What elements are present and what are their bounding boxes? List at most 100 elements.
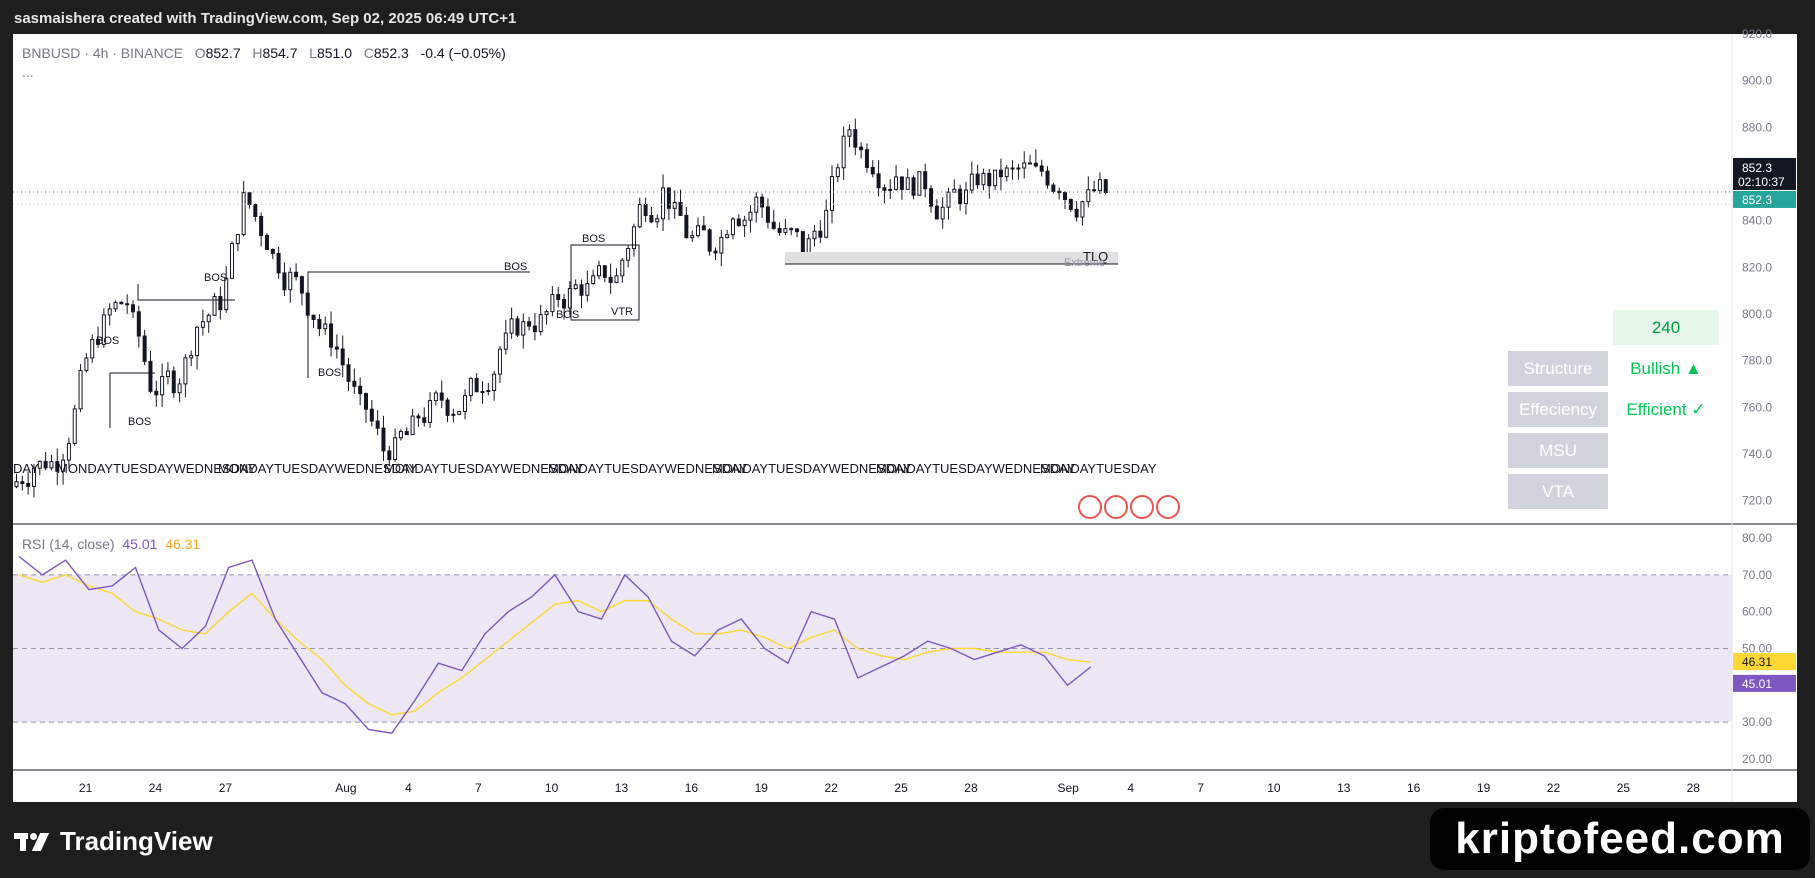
rsi-tick-label: 80.00 <box>1742 531 1772 545</box>
price-candle <box>742 215 747 238</box>
candle-body <box>736 218 741 227</box>
price-candle <box>235 234 240 252</box>
open-value: 852.7 <box>205 45 241 61</box>
candle-body <box>934 205 939 220</box>
candle-body <box>433 392 438 402</box>
candle-body <box>620 259 625 277</box>
price-candle <box>364 392 368 423</box>
candle-body <box>626 247 631 261</box>
more-indicator[interactable]: ... <box>22 64 34 80</box>
price-candle <box>701 215 706 231</box>
price-candle <box>113 300 118 313</box>
candle-body <box>323 323 328 330</box>
price-candle <box>591 269 596 285</box>
price-candle <box>824 199 829 239</box>
vtr-label: VTR <box>611 306 633 318</box>
panel-timeframe: 240 <box>1613 310 1719 345</box>
candle-body <box>463 395 468 412</box>
price-candle <box>544 309 549 325</box>
candle-body <box>876 173 881 189</box>
time-tick-label: 10 <box>1267 781 1281 795</box>
bos-label: BOS <box>204 272 227 284</box>
price-candle <box>806 234 811 256</box>
candle-body <box>859 146 864 151</box>
price-candle <box>946 187 951 220</box>
candle-body <box>364 393 368 410</box>
price-candle <box>270 248 275 260</box>
candle-body <box>90 339 95 359</box>
price-candle <box>247 192 252 209</box>
price-candle <box>1033 149 1038 168</box>
close-value: 852.3 <box>373 45 409 61</box>
extreme-label: Extreme <box>1064 257 1105 269</box>
candle-body <box>882 187 887 191</box>
candle-body <box>183 357 188 385</box>
price-candle <box>224 266 229 313</box>
candle-body <box>853 129 858 148</box>
candle-body <box>148 360 153 392</box>
price-candle <box>212 292 217 316</box>
candle-body <box>515 318 520 336</box>
price-candle <box>888 179 893 200</box>
tradingview-wordmark: TradingView <box>60 826 213 856</box>
candle-body <box>154 390 159 396</box>
price-candle <box>160 363 165 407</box>
time-tick-label: 28 <box>964 781 978 795</box>
price-candle <box>1016 163 1021 180</box>
candle-body <box>527 321 532 327</box>
candle-body <box>101 314 106 345</box>
time-tick-label: 7 <box>475 781 482 795</box>
price-candle <box>649 206 654 224</box>
weekday-label: MONDAYTUESDAYWEDNESDAY <box>218 461 418 476</box>
price-candle <box>387 445 392 467</box>
candle-body <box>789 228 794 231</box>
price-candle <box>329 311 334 357</box>
price-candle <box>690 230 695 242</box>
price-candle <box>847 124 852 148</box>
candle-body <box>492 373 497 392</box>
rsi-ma-line <box>18 574 1091 716</box>
candle-body <box>818 230 823 238</box>
rsi-legend: RSI (14, close) 45.01 46.31 <box>22 536 200 552</box>
candle-body <box>952 188 957 193</box>
candle-body <box>346 364 351 382</box>
price-candle <box>998 158 1003 191</box>
candle-body <box>777 227 782 233</box>
price-candle <box>579 279 584 309</box>
time-tick-label: 25 <box>1617 781 1631 795</box>
candle-body <box>1051 184 1056 192</box>
candle-body <box>474 378 479 393</box>
price-candle <box>61 453 66 485</box>
price-candle <box>637 197 642 229</box>
candle-body <box>701 225 706 231</box>
high-value: 854.7 <box>262 45 298 61</box>
price-candle <box>614 268 619 284</box>
candle-body <box>311 314 316 320</box>
candle-body <box>894 176 899 190</box>
price-candle <box>864 143 869 173</box>
price-candle <box>882 184 887 204</box>
bos-structure-line <box>109 372 155 428</box>
candle-body <box>830 176 834 211</box>
candle-body <box>264 234 269 251</box>
candle-body <box>696 225 701 237</box>
candle-body <box>562 298 567 309</box>
rsi-line <box>18 555 1092 734</box>
price-tick-label: 820.0 <box>1742 260 1772 274</box>
price-candle <box>200 309 205 336</box>
close-label: C <box>363 45 374 61</box>
price-candle <box>573 279 578 290</box>
kriptofeed-watermark: kriptofeed.com <box>1430 808 1810 870</box>
candle-body <box>835 167 840 178</box>
candle-body <box>585 283 590 296</box>
time-tick-label: 7 <box>1197 781 1204 795</box>
candle-body <box>672 201 677 209</box>
price-candle <box>259 212 264 247</box>
price-candle <box>323 316 328 335</box>
price-candle <box>952 179 957 193</box>
price-candle <box>37 460 42 476</box>
weekday-label: DAY <box>13 461 39 476</box>
candle-body <box>230 243 235 279</box>
candle-body <box>940 206 945 220</box>
